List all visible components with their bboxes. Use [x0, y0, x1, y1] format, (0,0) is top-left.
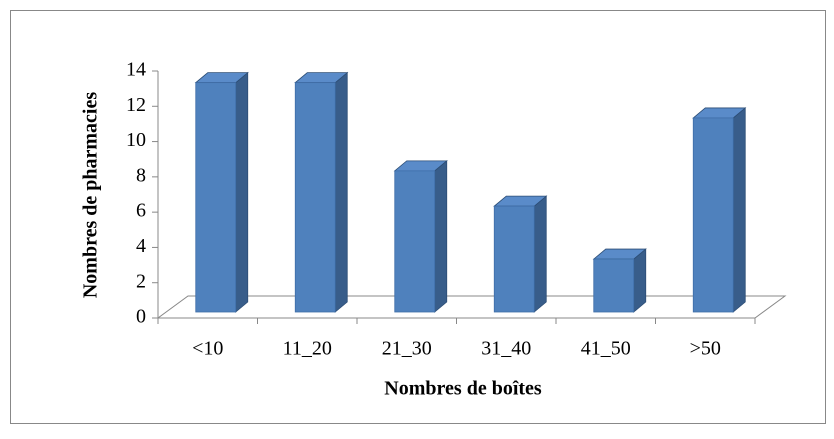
bar-side [334, 71, 348, 313]
y-tick-label: 0 [136, 306, 146, 328]
x-tick-label: <10 [192, 338, 223, 360]
bar-front [294, 82, 336, 313]
x-axis-title: Nombres de boîtes [384, 378, 542, 400]
bar-front [593, 258, 635, 313]
bar [393, 160, 448, 313]
y-axis-title: Nombres de pharmacies [80, 92, 102, 298]
x-tick-label: 41_50 [581, 338, 631, 360]
y-tick-label: 10 [126, 129, 146, 151]
bar-side [533, 195, 547, 313]
bar-front [195, 82, 237, 313]
x-tick-label: 21_30 [382, 338, 432, 360]
bar-side [633, 248, 647, 313]
bar-side [235, 71, 249, 313]
x-tick-label: 11_20 [283, 338, 332, 360]
y-tick-label: 14 [126, 59, 146, 81]
bar-front [692, 117, 734, 313]
bar-side [434, 160, 448, 313]
x-tick-label: >50 [690, 338, 721, 360]
y-tick-label: 12 [126, 94, 146, 116]
bar [493, 195, 548, 313]
bar [294, 71, 349, 313]
bar [194, 71, 249, 313]
y-tick-label: 4 [136, 235, 146, 257]
bar-side [732, 107, 746, 313]
bar [592, 248, 647, 313]
bar-front [394, 170, 436, 313]
bar-front [493, 205, 535, 313]
y-tick-label: 8 [136, 164, 146, 186]
y-tick-label: 6 [136, 200, 146, 222]
y-tick-label: 2 [136, 270, 146, 292]
x-tick-label: 31_40 [481, 338, 531, 360]
bar [692, 107, 747, 313]
